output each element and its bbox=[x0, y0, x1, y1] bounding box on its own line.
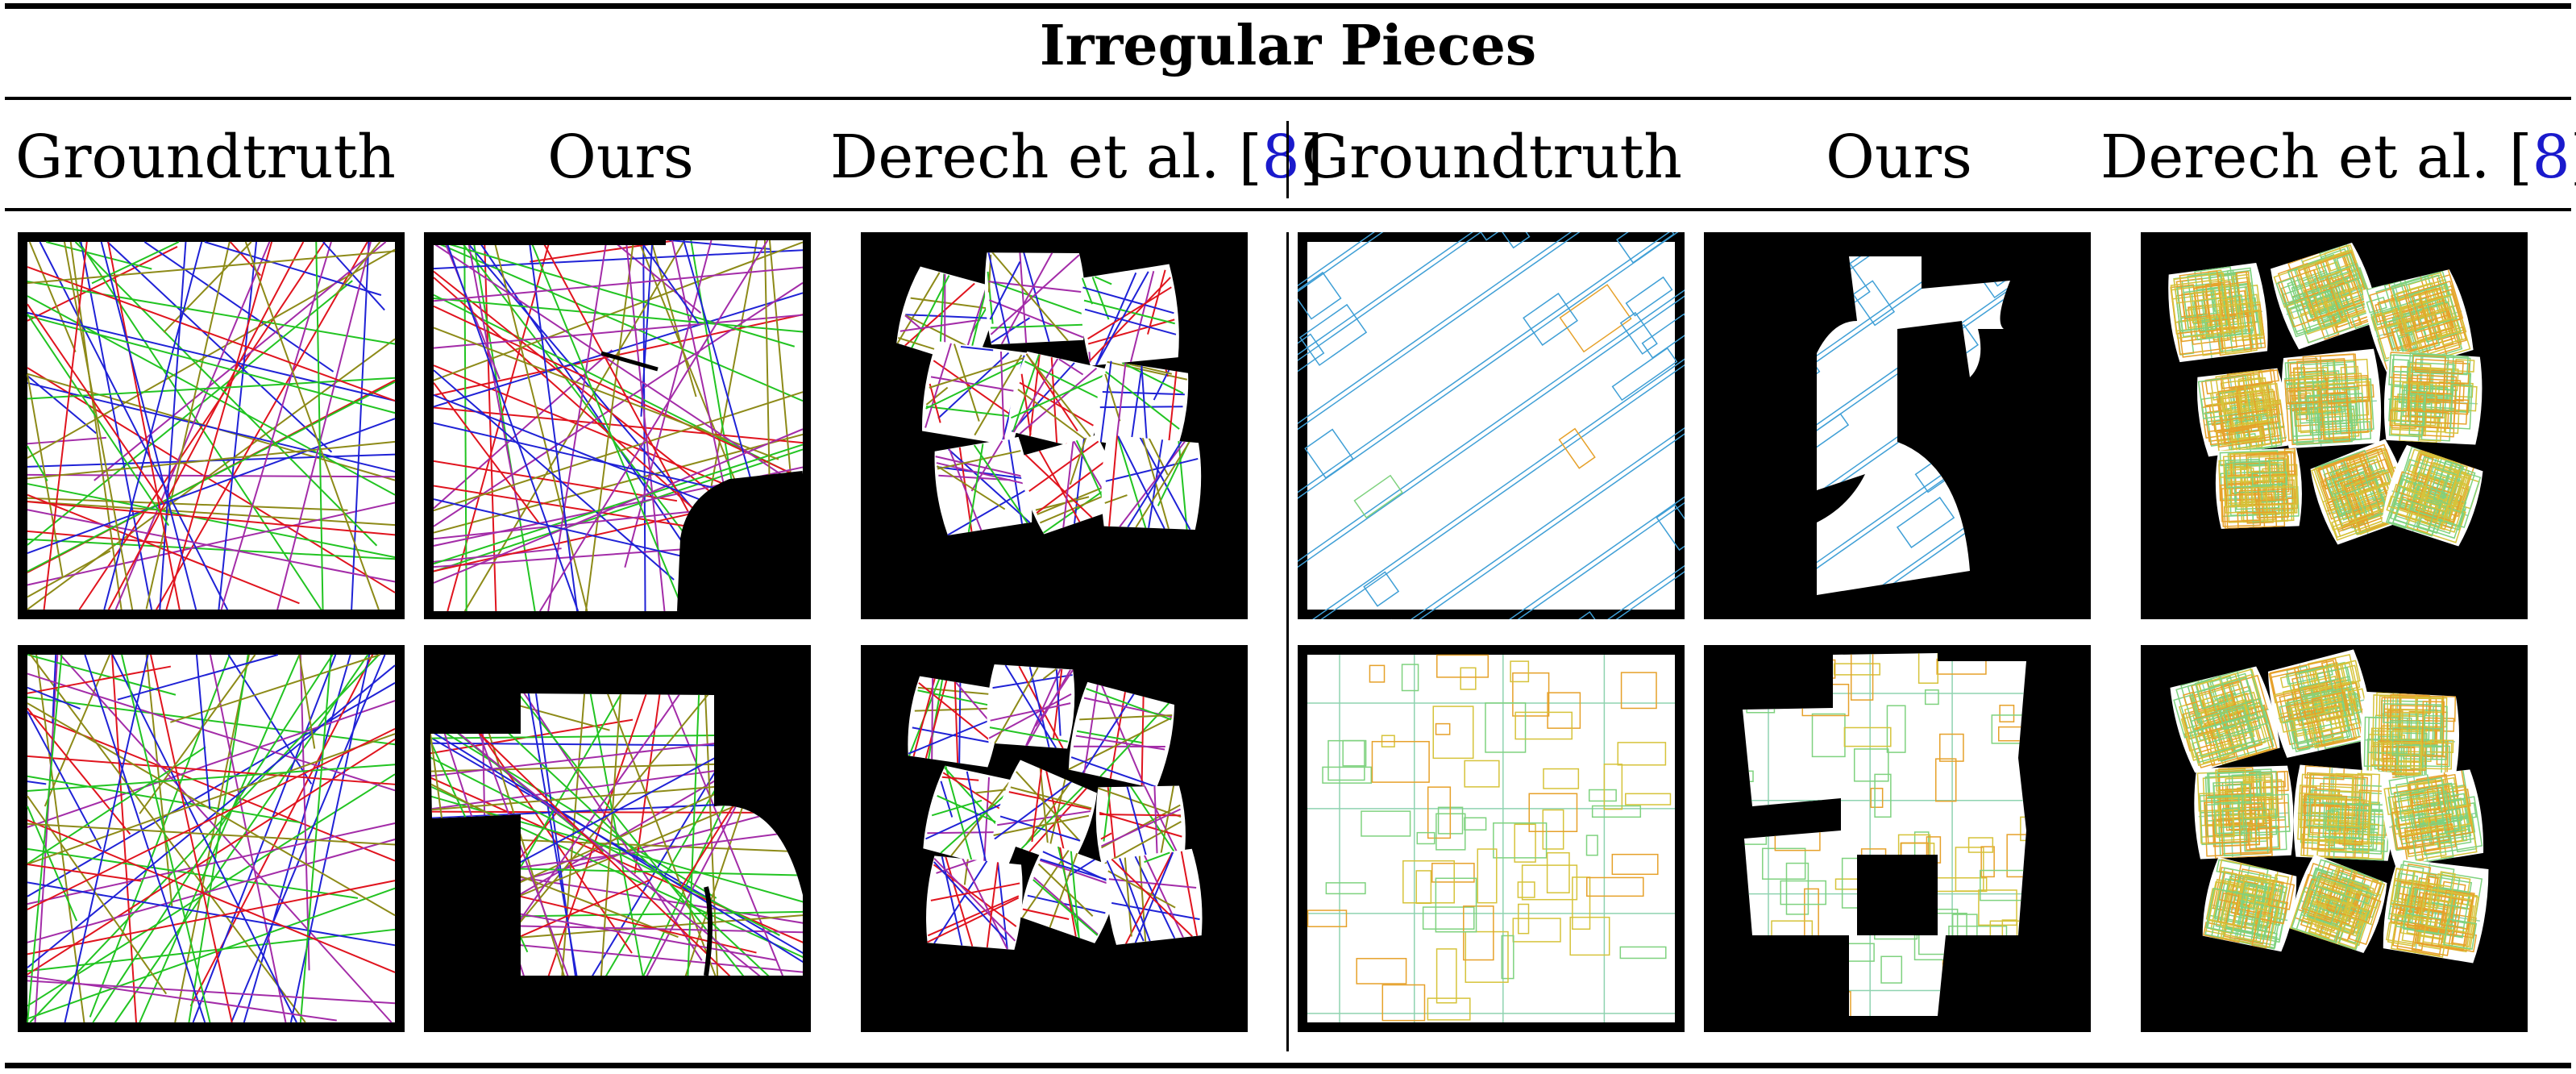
derech-lines-2 bbox=[861, 645, 1248, 1032]
groundtruth-map-2 bbox=[1298, 645, 1685, 1032]
ours-lines-1 bbox=[424, 232, 811, 619]
ours-map-2 bbox=[1704, 645, 2091, 1032]
groundtruth-map-1 bbox=[1298, 232, 1685, 619]
lines-image bbox=[430, 693, 803, 976]
lines-image bbox=[908, 664, 1203, 950]
col-header-derech-2: Derech et al. [8] bbox=[2100, 123, 2576, 192]
table-title: Irregular Pieces bbox=[1039, 14, 1537, 78]
ours-lines-2 bbox=[424, 645, 811, 1032]
map-image bbox=[2170, 649, 2489, 964]
col-header-groundtruth-2: Groundtruth bbox=[1302, 123, 1682, 192]
map-image bbox=[2168, 242, 2483, 547]
col-header-ours-1: Ours bbox=[547, 123, 694, 192]
citation-link[interactable]: 8 bbox=[2532, 123, 2570, 192]
derech-lines-1 bbox=[861, 232, 1248, 619]
ours-map-1 bbox=[1704, 232, 2091, 619]
derech-map-2 bbox=[2141, 645, 2528, 1032]
lines-image bbox=[434, 240, 804, 612]
header-divider bbox=[1286, 121, 1289, 198]
groundtruth-lines-1 bbox=[18, 232, 405, 619]
map-image bbox=[1817, 256, 2010, 595]
col-header-groundtruth-1: Groundtruth bbox=[15, 123, 396, 192]
derech-map-1 bbox=[2141, 232, 2528, 619]
map-image bbox=[1743, 653, 2026, 1016]
map-image bbox=[1298, 232, 1685, 619]
lines-image bbox=[27, 241, 396, 610]
lines-image bbox=[896, 248, 1202, 536]
top-rule bbox=[5, 3, 2571, 9]
lines-image bbox=[27, 654, 396, 1023]
header-rule bbox=[5, 208, 2571, 211]
col-header-derech-1: Derech et al. [8] bbox=[830, 123, 1323, 192]
groundtruth-lines-2 bbox=[18, 645, 405, 1032]
body-divider bbox=[1286, 232, 1289, 1051]
bottom-rule bbox=[5, 1063, 2571, 1068]
map-image bbox=[1307, 654, 1675, 1022]
title-rule bbox=[5, 97, 2571, 100]
citation-link[interactable]: 8 bbox=[1261, 123, 1300, 192]
col-header-ours-2: Ours bbox=[1826, 123, 1972, 192]
